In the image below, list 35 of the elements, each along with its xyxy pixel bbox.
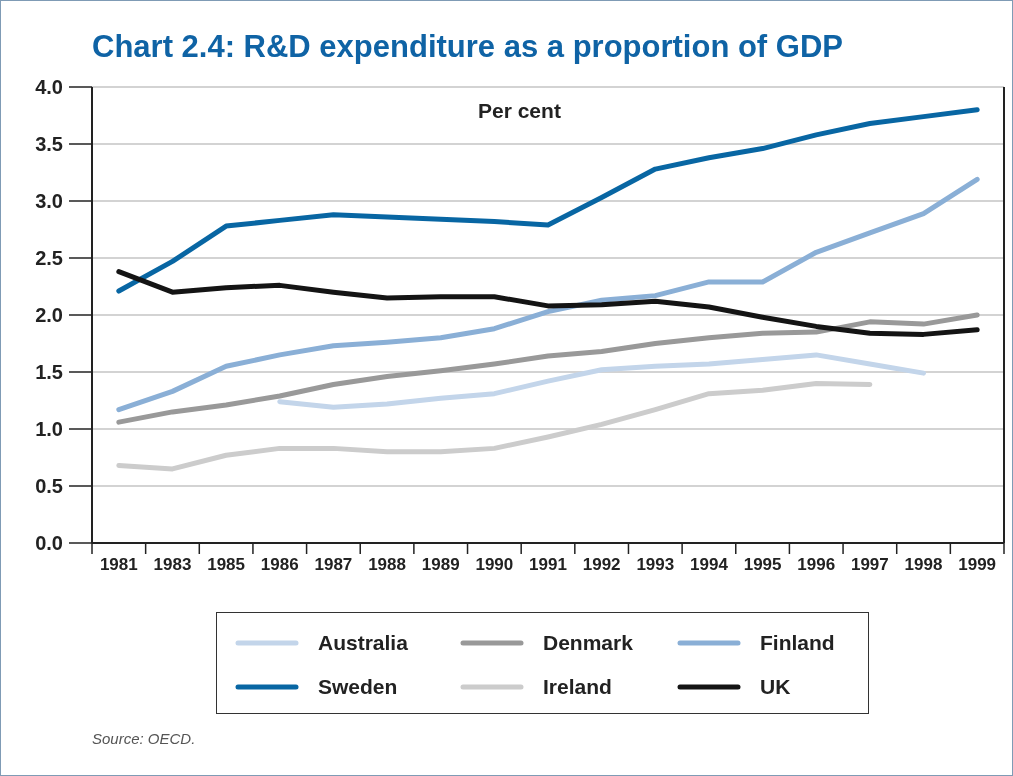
x-tick-label: 1981 (99, 555, 138, 574)
y-tick-label: 1.5 (35, 361, 63, 384)
x-tick-label: 1997 (850, 555, 889, 574)
legend-label: Ireland (543, 675, 612, 698)
x-tick-label: 1991 (529, 555, 567, 574)
chart-title: Chart 2.4: R&D expenditure as a proportion of GDP (92, 29, 843, 64)
x-tick-label: 1993 (636, 555, 675, 574)
x-tick-label: 1996 (797, 555, 836, 574)
x-tick-label: 1985 (207, 555, 246, 574)
x-tick-label: 1992 (582, 555, 621, 574)
legend-label: Sweden (318, 675, 398, 698)
y-tick-label: 0.0 (35, 532, 63, 555)
x-tick-label: 1986 (260, 555, 299, 574)
legend-label: Finland (760, 631, 835, 654)
y-tick-label: 2.0 (35, 304, 63, 327)
x-tick-label: 1990 (475, 555, 514, 574)
y-axis-title: Per cent (478, 99, 561, 122)
x-tick-label: 1983 (153, 555, 192, 574)
legend-label: Australia (318, 631, 408, 654)
x-tick-label: 1989 (421, 555, 460, 574)
source-note: Source: OECD. (92, 730, 196, 747)
legend-label: Denmark (543, 631, 633, 654)
x-tick-label: 1999 (958, 555, 997, 574)
y-tick-label: 2.5 (35, 247, 63, 270)
y-tick-label: 1.0 (35, 418, 63, 441)
x-tick-label: 1994 (690, 555, 729, 574)
y-tick-label: 0.5 (35, 475, 63, 498)
y-tick-label: 3.5 (35, 133, 63, 156)
y-tick-label: 3.0 (35, 190, 63, 213)
x-tick-label: 1988 (368, 555, 406, 574)
x-tick-label: 1995 (743, 555, 782, 574)
legend-label: UK (760, 675, 791, 698)
x-tick-label: 1987 (314, 555, 353, 574)
y-tick-label: 4.0 (35, 76, 63, 99)
x-tick-label: 1998 (904, 555, 943, 574)
